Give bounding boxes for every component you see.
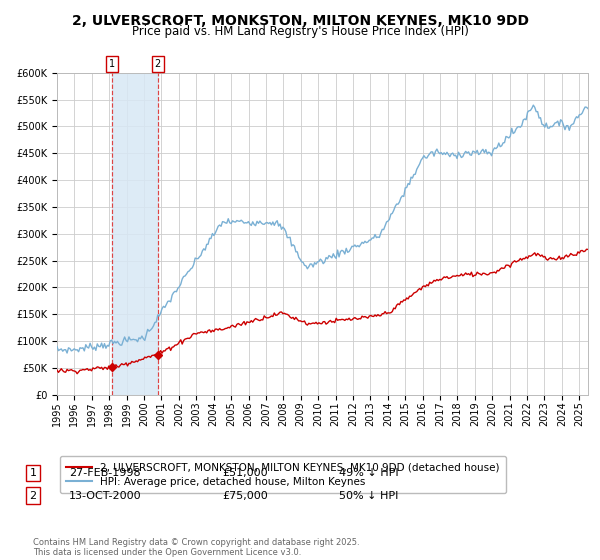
Bar [112,73,158,395]
Text: 50% ↓ HPI: 50% ↓ HPI [339,491,398,501]
Text: 2, ULVERSCROFT, MONKSTON, MILTON KEYNES, MK10 9DD: 2, ULVERSCROFT, MONKSTON, MILTON KEYNES,… [71,14,529,28]
Text: 1: 1 [29,468,37,478]
Text: 49% ↓ HPI: 49% ↓ HPI [339,468,398,478]
Text: £51,000: £51,000 [222,468,268,478]
Text: 27-FEB-1998: 27-FEB-1998 [69,468,140,478]
Text: Price paid vs. HM Land Registry's House Price Index (HPI): Price paid vs. HM Land Registry's House … [131,25,469,38]
Text: 1: 1 [109,59,115,69]
Text: 2: 2 [155,59,161,69]
Text: Contains HM Land Registry data © Crown copyright and database right 2025.
This d: Contains HM Land Registry data © Crown c… [33,538,359,557]
Text: 2: 2 [29,491,37,501]
Text: 13-OCT-2000: 13-OCT-2000 [69,491,142,501]
Legend: 2, ULVERSCROFT, MONKSTON, MILTON KEYNES, MK10 9DD (detached house), HPI: Average: 2, ULVERSCROFT, MONKSTON, MILTON KEYNES,… [59,456,506,493]
Text: £75,000: £75,000 [222,491,268,501]
